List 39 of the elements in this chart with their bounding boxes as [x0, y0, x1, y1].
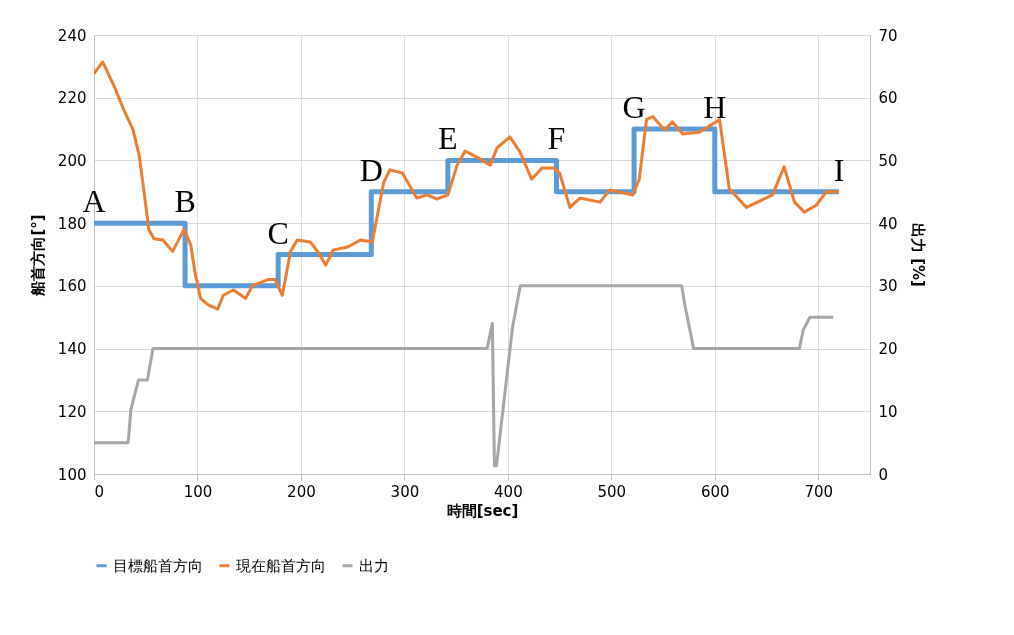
annotation: E	[438, 120, 458, 157]
x-tick-label: 100	[183, 482, 213, 501]
line-series	[94, 284, 835, 468]
y-tick-label: 140	[57, 340, 87, 359]
y-tick-label: 240	[57, 26, 87, 45]
annotation: F	[547, 120, 566, 157]
y-tick-label: 200	[57, 151, 87, 170]
annotation: B	[174, 183, 196, 220]
y2-tick-label: 70	[878, 26, 898, 45]
legend-label: 現在船首方向	[236, 556, 326, 575]
y-tick-label: 180	[57, 214, 87, 233]
annotation: C	[267, 214, 289, 251]
x-tick-label: 400	[494, 482, 523, 501]
x-tick-label: 200	[287, 482, 316, 501]
y2-tick-label: 20	[878, 340, 898, 359]
y2-tick-label: 30	[878, 277, 898, 296]
y2-axis-title: 出力 [%]	[908, 223, 927, 287]
x-axis-title: 時間[sec]	[446, 501, 519, 520]
x-tick-label: 700	[804, 482, 834, 501]
annotation: D	[359, 151, 383, 188]
y-tick-label: 100	[57, 465, 87, 484]
y2-tick-label: 0	[878, 465, 889, 484]
annotation: I	[833, 151, 845, 188]
x-tick-label: 500	[597, 482, 627, 501]
legend-label: 出力	[359, 556, 389, 575]
x-tick-label: 0	[94, 482, 105, 501]
legend-label: 目標船首方向	[113, 556, 203, 575]
y2-tick-label: 60	[878, 89, 898, 108]
y-tick-label: 120	[57, 402, 87, 421]
x-tick-label: 300	[390, 482, 420, 501]
y2-tick-label: 50	[878, 151, 898, 170]
y2-tick-label: 10	[878, 402, 898, 421]
annotation: H	[703, 89, 727, 126]
y2-tick-label: 40	[878, 214, 898, 233]
y-axis-title: 船首方向[°]	[28, 214, 47, 297]
y-tick-label: 160	[57, 277, 87, 296]
y-tick-label: 220	[57, 89, 87, 108]
x-tick-label: 600	[700, 482, 730, 501]
annotation: G	[622, 89, 646, 126]
